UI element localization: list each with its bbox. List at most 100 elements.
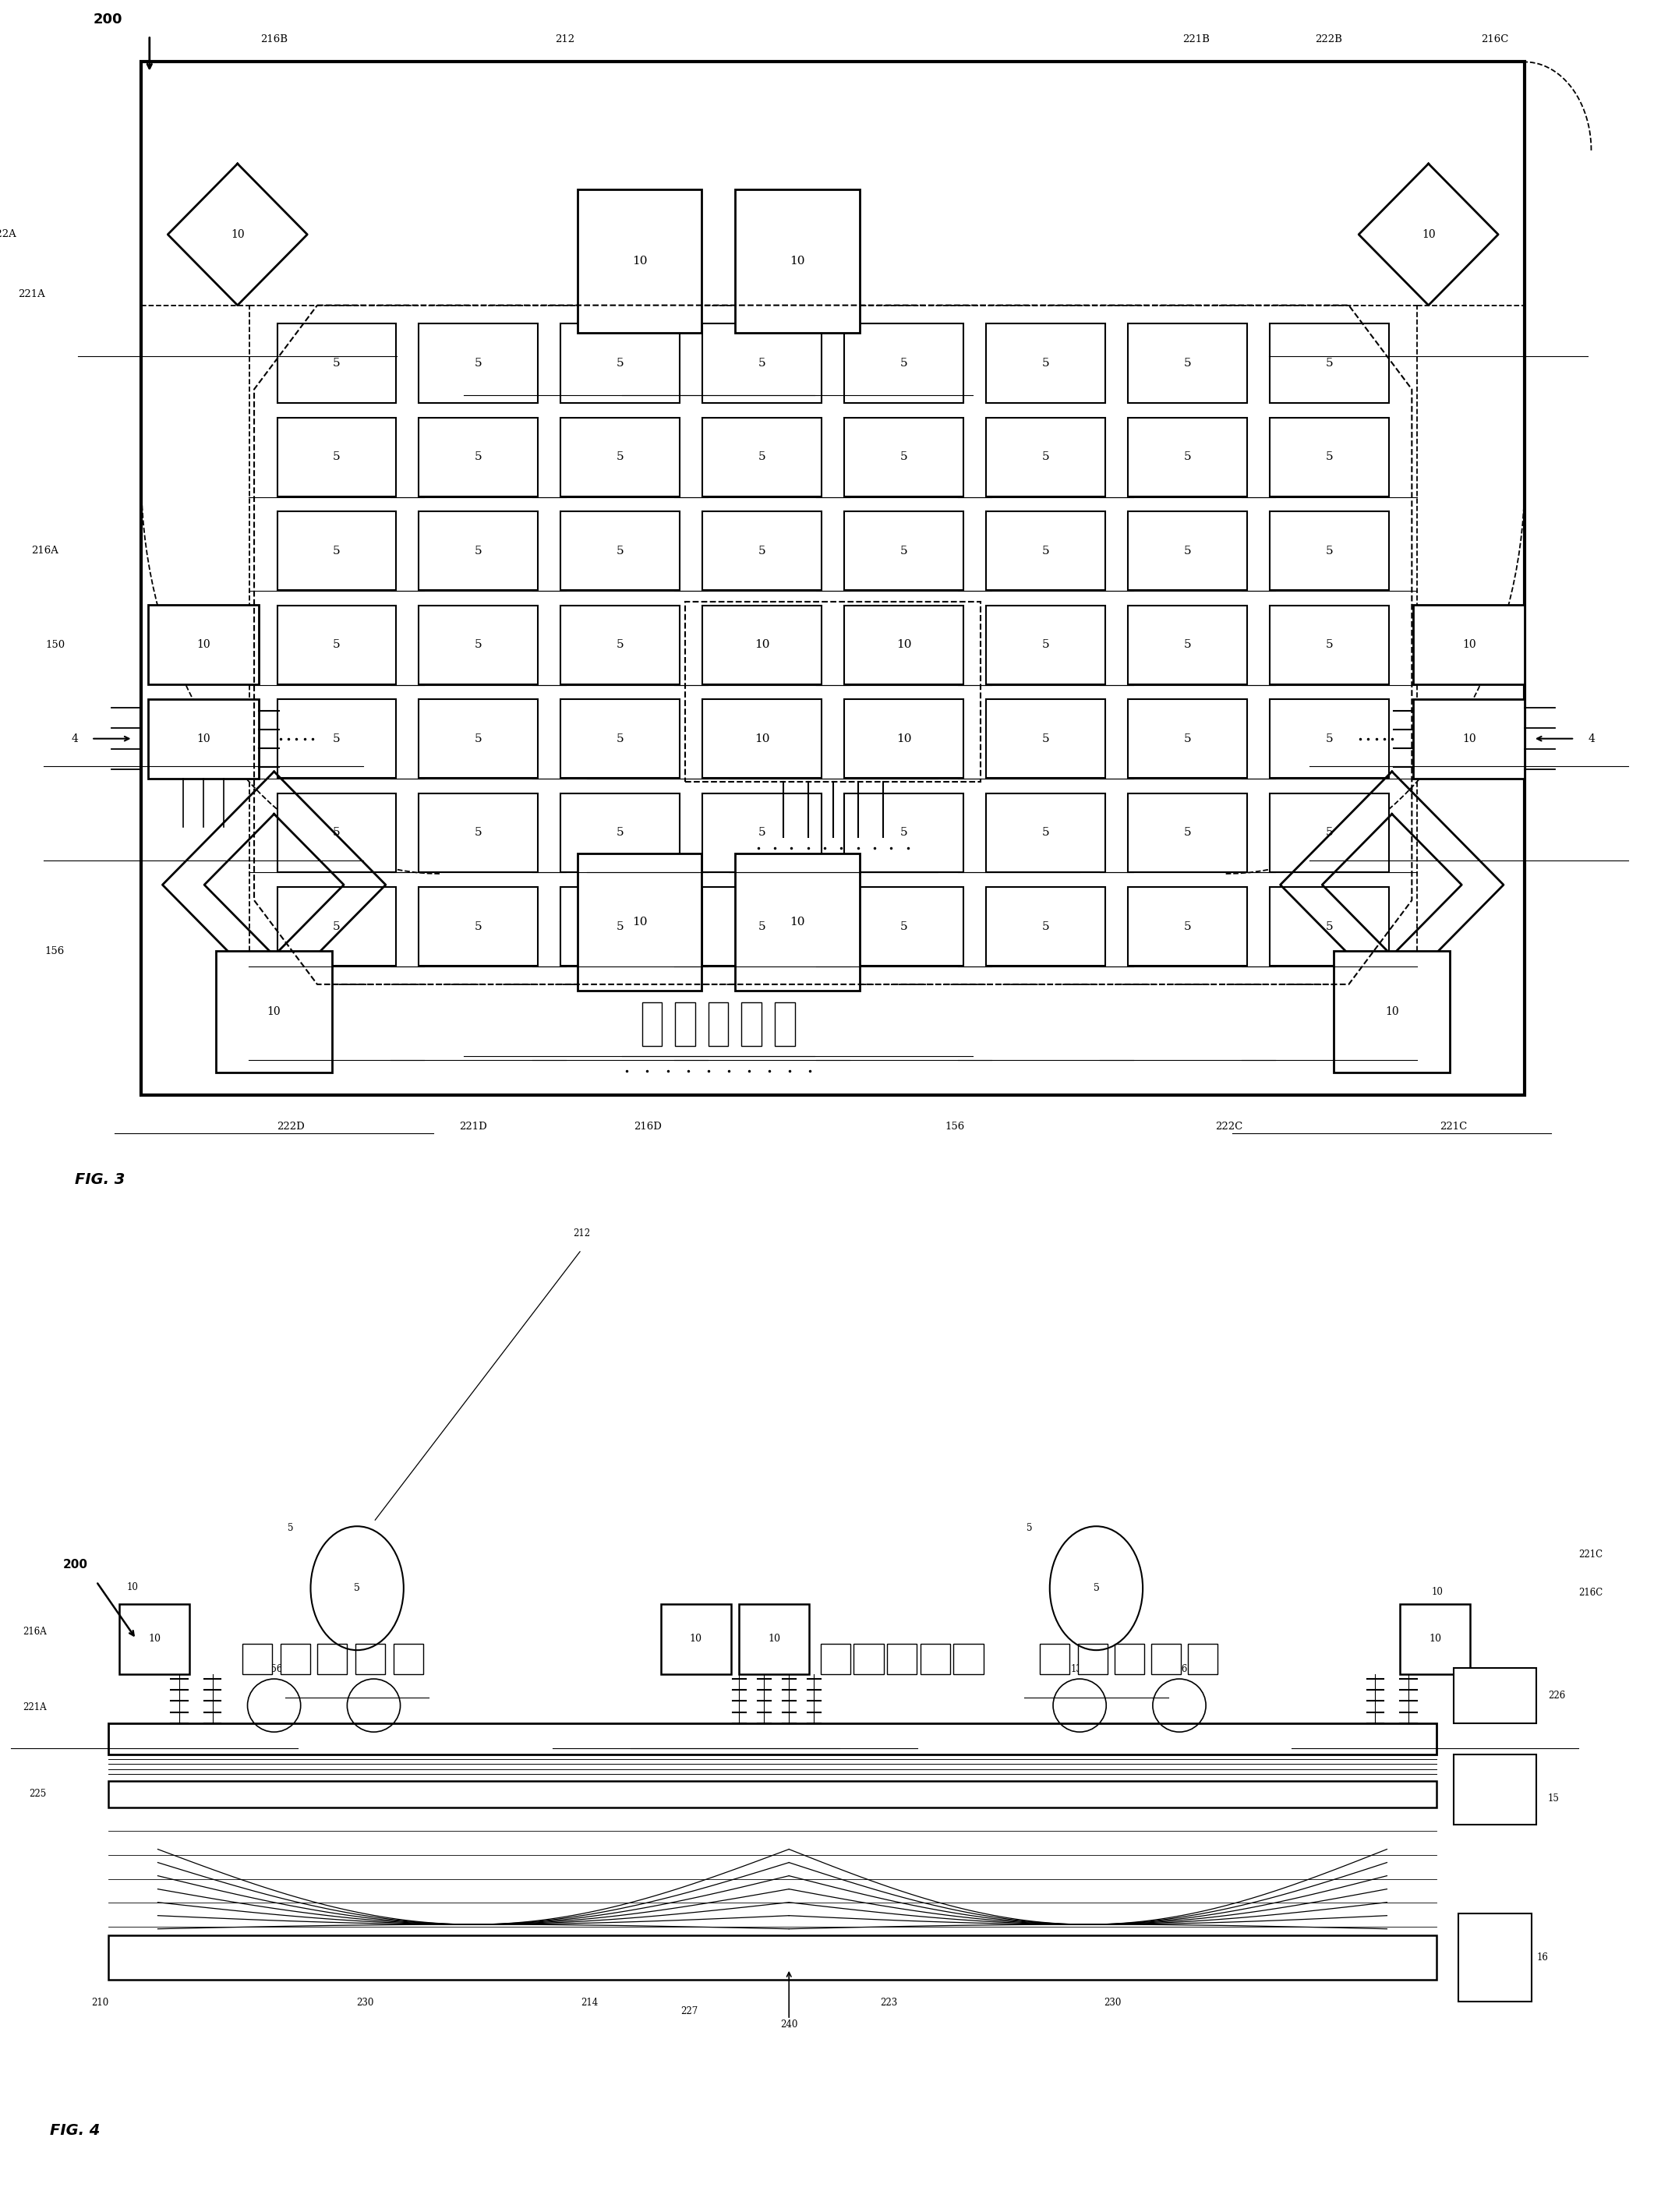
Text: 5: 5 <box>1325 827 1334 838</box>
Text: 150: 150 <box>45 639 65 650</box>
Bar <box>844 887 963 967</box>
Bar <box>987 794 1105 872</box>
Text: 10: 10 <box>1462 639 1477 650</box>
Bar <box>661 1604 731 1674</box>
Bar <box>1269 511 1389 591</box>
Text: 5: 5 <box>616 732 625 743</box>
Text: 222A: 222A <box>0 230 17 239</box>
Text: 5: 5 <box>1325 732 1334 743</box>
Bar <box>277 606 397 684</box>
Text: 10: 10 <box>897 732 912 743</box>
Bar <box>1151 1644 1181 1674</box>
Text: 10: 10 <box>231 230 244 239</box>
Text: 5: 5 <box>616 827 625 838</box>
Bar <box>1400 1604 1470 1674</box>
Text: 10: 10 <box>1462 732 1477 743</box>
Bar <box>734 854 859 991</box>
Text: 226: 226 <box>1548 1690 1565 1701</box>
Text: 5: 5 <box>1041 920 1050 931</box>
Bar <box>844 323 963 403</box>
Bar <box>854 1644 884 1674</box>
Text: 222B: 222B <box>1316 33 1342 44</box>
Text: 5: 5 <box>475 451 482 462</box>
Text: 10: 10 <box>1428 1635 1442 1644</box>
Bar <box>703 887 822 967</box>
Text: 5: 5 <box>475 546 482 557</box>
Bar <box>148 699 259 779</box>
Text: 10: 10 <box>754 639 769 650</box>
Text: 5: 5 <box>332 546 341 557</box>
Text: 221C: 221C <box>1440 1121 1467 1133</box>
Text: 130: 130 <box>1071 1663 1088 1674</box>
Text: 10: 10 <box>128 1582 138 1593</box>
Text: 16: 16 <box>1536 1953 1548 1962</box>
Text: 5: 5 <box>332 639 341 650</box>
Text: 5: 5 <box>900 451 907 462</box>
Text: 5: 5 <box>332 920 341 931</box>
Bar <box>419 323 538 403</box>
Text: 10: 10 <box>1432 1586 1443 1597</box>
Text: 5: 5 <box>475 827 482 838</box>
Bar <box>987 606 1105 684</box>
Text: 222C: 222C <box>1216 1121 1242 1133</box>
Bar <box>844 418 963 495</box>
Text: 10: 10 <box>689 1635 703 1644</box>
Bar <box>987 699 1105 779</box>
Bar <box>561 511 679 591</box>
Bar <box>277 511 397 591</box>
Bar <box>277 887 397 967</box>
Text: 10: 10 <box>1385 1006 1399 1018</box>
Text: 5: 5 <box>332 827 341 838</box>
Bar <box>578 188 703 332</box>
Text: 10: 10 <box>789 257 806 265</box>
Bar <box>739 1604 809 1674</box>
Bar <box>1269 699 1389 779</box>
Text: 5: 5 <box>900 546 907 557</box>
Bar <box>1269 418 1389 495</box>
Text: 10: 10 <box>767 1635 781 1644</box>
Text: 221B: 221B <box>1183 33 1209 44</box>
Text: 200: 200 <box>93 13 123 27</box>
Text: 5: 5 <box>1041 358 1050 369</box>
Text: 5: 5 <box>759 827 766 838</box>
Bar <box>987 887 1105 967</box>
Bar <box>1453 1754 1536 1825</box>
Bar <box>148 604 259 686</box>
Text: 5: 5 <box>759 920 766 931</box>
Bar <box>920 1644 950 1674</box>
Text: FIG. 4: FIG. 4 <box>50 2124 100 2139</box>
Bar <box>887 1644 917 1674</box>
Bar <box>703 699 822 779</box>
Text: 10: 10 <box>196 732 211 743</box>
Text: 156: 156 <box>1171 1663 1188 1674</box>
Text: 10: 10 <box>1422 230 1435 239</box>
Bar <box>987 323 1105 403</box>
Bar <box>1128 794 1247 872</box>
Text: 5: 5 <box>616 920 625 931</box>
Text: 212: 212 <box>573 1228 590 1239</box>
Text: 156: 156 <box>945 1121 965 1133</box>
Text: 5: 5 <box>900 827 907 838</box>
Text: 5: 5 <box>900 920 907 931</box>
Text: 240: 240 <box>781 2020 797 2031</box>
Bar <box>708 1002 728 1046</box>
Text: 5: 5 <box>616 451 625 462</box>
Bar <box>561 699 679 779</box>
Bar <box>419 511 538 591</box>
Bar <box>741 1002 761 1046</box>
Bar <box>1269 794 1389 872</box>
Bar <box>394 1644 424 1674</box>
Text: 5: 5 <box>1041 639 1050 650</box>
Bar <box>1188 1644 1218 1674</box>
Text: 10: 10 <box>754 732 769 743</box>
Text: 4: 4 <box>71 732 78 743</box>
Text: 221C: 221C <box>1578 1548 1603 1559</box>
Text: 5: 5 <box>332 358 341 369</box>
Text: 5: 5 <box>1184 732 1191 743</box>
Text: 5: 5 <box>616 639 625 650</box>
Text: 5: 5 <box>1041 546 1050 557</box>
Bar <box>141 62 1525 1095</box>
Text: 216A: 216A <box>23 1628 47 1637</box>
Text: 5: 5 <box>1325 358 1334 369</box>
Bar <box>317 1644 347 1674</box>
